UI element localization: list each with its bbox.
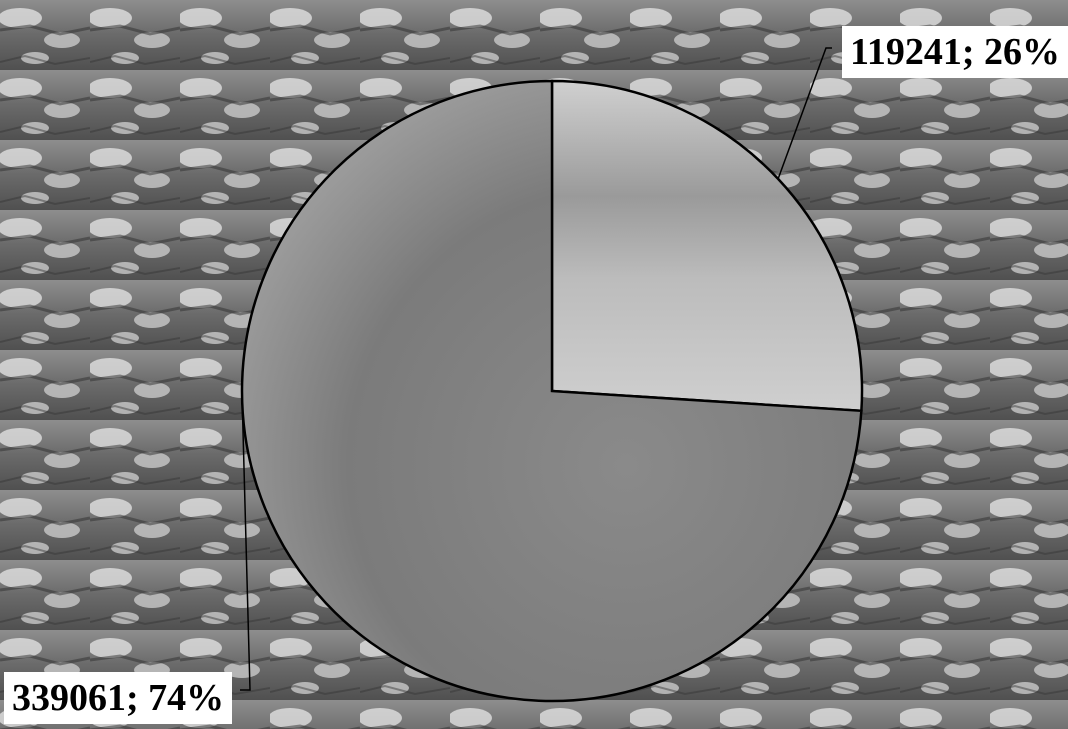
pie-slice-1 <box>550 79 864 413</box>
data-label-slice-1: 119241; 26% <box>841 26 1068 78</box>
leader-lines <box>240 47 832 691</box>
data-label-slice-2: 339061; 74% <box>4 672 233 724</box>
slices <box>240 79 864 703</box>
leader-line-2 <box>240 393 251 691</box>
leader-line-1 <box>777 47 832 180</box>
pie-slice-2 <box>240 79 863 703</box>
